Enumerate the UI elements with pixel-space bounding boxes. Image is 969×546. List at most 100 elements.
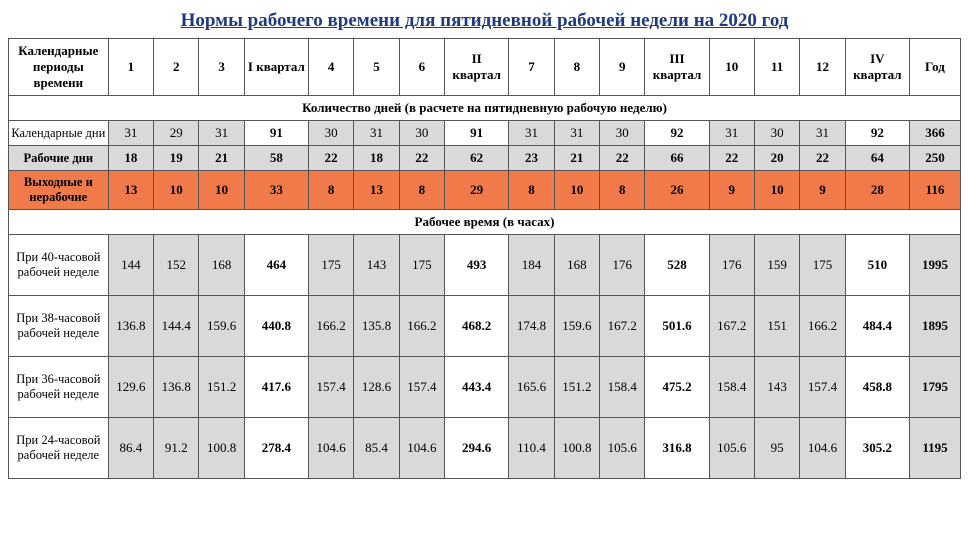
section-days-label: Количество дней (в расчете на пятидневну… — [9, 96, 961, 121]
cell: 104.6 — [800, 418, 845, 479]
cell: 104.6 — [399, 418, 444, 479]
cell: 8 — [509, 171, 554, 210]
cell-q: 458.8 — [845, 357, 909, 418]
cell-q: 468.2 — [445, 296, 509, 357]
cell-q: 62 — [445, 146, 509, 171]
cell: 10 — [199, 171, 244, 210]
row-label: Календарные дни — [9, 121, 109, 146]
cell: 9 — [709, 171, 754, 210]
cell: 105.6 — [600, 418, 645, 479]
col-1: 1 — [108, 39, 153, 96]
cell-q: 510 — [845, 235, 909, 296]
cell: 20 — [754, 146, 799, 171]
row-label: При 40-часовой рабочей неделе — [9, 235, 109, 296]
row-label: Выходные и нерабочие — [9, 171, 109, 210]
cell: 151.2 — [554, 357, 599, 418]
row-24h: При 24-часовой рабочей неделе 86.4 91.2 … — [9, 418, 961, 479]
col-4: 4 — [308, 39, 353, 96]
cell: 151 — [754, 296, 799, 357]
cell-q: 58 — [244, 146, 308, 171]
row-label: Рабочие дни — [9, 146, 109, 171]
cell: 10 — [754, 171, 799, 210]
cell: 175 — [399, 235, 444, 296]
cell-q: 91 — [244, 121, 308, 146]
cell-q: 440.8 — [244, 296, 308, 357]
header-row: Календарные периоды времени 1 2 3 I квар… — [9, 39, 961, 96]
cell: 143 — [754, 357, 799, 418]
cell: 176 — [600, 235, 645, 296]
cell: 22 — [709, 146, 754, 171]
row-off-days: Выходные и нерабочие 13 10 10 33 8 13 8 … — [9, 171, 961, 210]
cell: 157.4 — [800, 357, 845, 418]
cell: 168 — [554, 235, 599, 296]
cell-q: 475.2 — [645, 357, 709, 418]
col-q3: III квартал — [645, 39, 709, 96]
col-year: Год — [909, 39, 960, 96]
cell: 151.2 — [199, 357, 244, 418]
col-2: 2 — [154, 39, 199, 96]
cell: 166.2 — [399, 296, 444, 357]
cell-q: 91 — [445, 121, 509, 146]
cell: 21 — [554, 146, 599, 171]
cell: 30 — [399, 121, 444, 146]
col-7: 7 — [509, 39, 554, 96]
cell: 167.2 — [600, 296, 645, 357]
cell: 144.4 — [154, 296, 199, 357]
row-36h: При 36-часовой рабочей неделе 129.6 136.… — [9, 357, 961, 418]
cell-q: 464 — [244, 235, 308, 296]
col-q2: II квартал — [445, 39, 509, 96]
cell: 31 — [800, 121, 845, 146]
cell: 184 — [509, 235, 554, 296]
cell-year: 116 — [909, 171, 960, 210]
cell-q: 278.4 — [244, 418, 308, 479]
row-label: При 36-часовой рабочей неделе — [9, 357, 109, 418]
row-work-days: Рабочие дни 18 19 21 58 22 18 22 62 23 2… — [9, 146, 961, 171]
cell-q: 294.6 — [445, 418, 509, 479]
cell: 135.8 — [354, 296, 399, 357]
cell: 31 — [199, 121, 244, 146]
cell: 31 — [554, 121, 599, 146]
cell: 104.6 — [308, 418, 353, 479]
cell-q: 29 — [445, 171, 509, 210]
cell-q: 417.6 — [244, 357, 308, 418]
cell-q: 66 — [645, 146, 709, 171]
row-38h: При 38-часовой рабочей неделе 136.8 144.… — [9, 296, 961, 357]
cell: 167.2 — [709, 296, 754, 357]
cell-q: 305.2 — [845, 418, 909, 479]
cell: 8 — [399, 171, 444, 210]
working-time-table: Календарные периоды времени 1 2 3 I квар… — [8, 38, 961, 479]
cell-year: 1795 — [909, 357, 960, 418]
cell: 159 — [754, 235, 799, 296]
cell: 158.4 — [709, 357, 754, 418]
cell: 159.6 — [199, 296, 244, 357]
cell-q: 64 — [845, 146, 909, 171]
cell-year: 1895 — [909, 296, 960, 357]
cell-q: 528 — [645, 235, 709, 296]
cell: 30 — [308, 121, 353, 146]
cell-year: 1195 — [909, 418, 960, 479]
cell: 176 — [709, 235, 754, 296]
cell: 129.6 — [108, 357, 153, 418]
cell: 166.2 — [800, 296, 845, 357]
cell: 143 — [354, 235, 399, 296]
cell: 31 — [509, 121, 554, 146]
cell-q: 92 — [845, 121, 909, 146]
cell: 8 — [308, 171, 353, 210]
cell: 13 — [108, 171, 153, 210]
cell: 157.4 — [399, 357, 444, 418]
cell: 85.4 — [354, 418, 399, 479]
cell: 21 — [199, 146, 244, 171]
section-days: Количество дней (в расчете на пятидневну… — [9, 96, 961, 121]
section-hours: Рабочее время (в часах) — [9, 210, 961, 235]
cell: 136.8 — [108, 296, 153, 357]
col-8: 8 — [554, 39, 599, 96]
col-9: 9 — [600, 39, 645, 96]
cell: 19 — [154, 146, 199, 171]
cell: 128.6 — [354, 357, 399, 418]
cell: 22 — [600, 146, 645, 171]
cell: 18 — [354, 146, 399, 171]
cell: 175 — [308, 235, 353, 296]
cell: 95 — [754, 418, 799, 479]
row-calendar-days: Календарные дни 31 29 31 91 30 31 30 91 … — [9, 121, 961, 146]
cell: 100.8 — [199, 418, 244, 479]
